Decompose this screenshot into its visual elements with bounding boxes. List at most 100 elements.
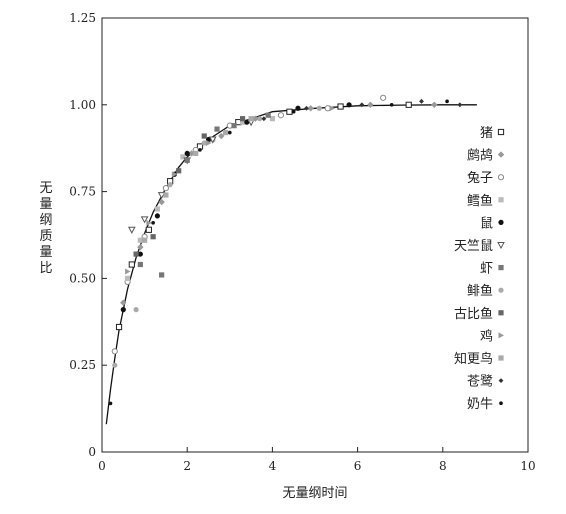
legend-label: 兔子 xyxy=(467,171,493,186)
legend-label: 知更鸟 xyxy=(454,351,493,367)
data-point xyxy=(176,168,182,174)
legend-item: 古比鱼 xyxy=(454,306,504,322)
legend-marker xyxy=(498,355,504,361)
data-point xyxy=(337,103,344,110)
legend-item: 鸡 xyxy=(480,328,504,344)
legend-label: 天竺鼠 xyxy=(454,239,493,254)
legend-marker xyxy=(497,174,505,181)
data-point xyxy=(208,136,217,144)
legend-label: 鹧鸪 xyxy=(467,148,493,164)
legend-label: 苍鹭 xyxy=(467,374,493,390)
legend-item: 兔子 xyxy=(467,171,505,186)
legend-item: 鲱鱼 xyxy=(467,283,504,299)
data-point xyxy=(445,99,449,104)
y-tick-label: 0 xyxy=(88,445,96,459)
data-point xyxy=(154,206,160,212)
data-point xyxy=(171,171,178,178)
legend-marker xyxy=(498,219,504,225)
y-tick-label: 0.75 xyxy=(69,185,96,199)
data-point xyxy=(346,102,352,108)
data-point xyxy=(137,261,143,268)
data-point xyxy=(359,102,365,108)
series-0 xyxy=(115,101,412,331)
x-tick-label: 8 xyxy=(439,459,447,473)
data-point xyxy=(269,116,275,122)
data-point xyxy=(146,219,152,226)
data-point xyxy=(124,275,131,281)
data-point xyxy=(120,307,126,313)
data-point xyxy=(389,103,394,107)
legend-item: 天竺鼠 xyxy=(454,239,505,254)
data-point xyxy=(222,129,229,136)
legend-label: 奶牛 xyxy=(467,397,493,412)
fit-curve-line xyxy=(105,104,477,425)
data-point xyxy=(304,105,309,111)
data-point xyxy=(431,101,438,108)
data-point xyxy=(188,150,195,157)
legend-label: 鸡 xyxy=(480,328,493,344)
x-tick-label: 6 xyxy=(354,459,362,473)
data-point xyxy=(201,140,207,146)
series-6 xyxy=(137,112,271,278)
legend-marker xyxy=(498,332,504,339)
series-8 xyxy=(133,116,246,257)
legend-marker xyxy=(497,128,505,136)
data-point xyxy=(257,116,263,122)
data-point xyxy=(180,154,186,160)
data-point xyxy=(286,108,293,115)
data-point xyxy=(198,148,202,152)
legend-marker xyxy=(498,287,504,293)
plot-frame xyxy=(101,17,529,453)
legend-marker xyxy=(497,242,505,250)
legend-marker xyxy=(499,401,503,406)
y-tick-label: 1.25 xyxy=(69,11,96,25)
legend-marker xyxy=(497,151,505,158)
data-point xyxy=(457,102,463,108)
data-point xyxy=(218,132,225,140)
series-7 xyxy=(112,105,322,368)
data-point xyxy=(228,130,232,135)
data-point xyxy=(380,94,387,101)
data-point xyxy=(206,139,212,146)
legend-label: 虾 xyxy=(480,262,493,277)
data-point xyxy=(367,101,374,108)
data-point xyxy=(108,401,113,406)
data-point xyxy=(158,198,165,206)
series-11 xyxy=(261,98,463,122)
data-point xyxy=(137,243,144,251)
series-12 xyxy=(108,99,449,406)
data-point xyxy=(291,109,296,114)
x-tick-label: 4 xyxy=(269,459,277,473)
data-point xyxy=(214,126,220,132)
legend-label: 鲱鱼 xyxy=(467,283,493,299)
data-point xyxy=(193,150,199,157)
data-point xyxy=(145,226,152,233)
y-axis-title-char: 质 xyxy=(39,229,52,244)
y-axis-title-char: 量 xyxy=(39,245,52,260)
y-tick-label: 0.25 xyxy=(69,358,96,372)
data-point xyxy=(127,226,136,234)
data-point xyxy=(137,251,143,257)
legend-item: 奶牛 xyxy=(467,397,503,412)
data-point xyxy=(405,101,412,108)
legend-label: 古比鱼 xyxy=(454,306,493,322)
series-1 xyxy=(120,101,438,306)
data-point xyxy=(307,105,314,112)
data-point xyxy=(133,251,139,257)
data-point xyxy=(133,307,139,313)
legend-marker xyxy=(498,265,504,271)
legend-item: 猪 xyxy=(480,126,505,141)
y-axis-title-char: 无 xyxy=(39,181,52,196)
data-point xyxy=(151,221,155,225)
legend-marker xyxy=(498,378,504,383)
data-points-layer xyxy=(108,94,463,406)
legend-label: 猪 xyxy=(480,126,493,141)
legend-item: 鼠 xyxy=(480,216,504,231)
data-point xyxy=(115,323,123,331)
legend-item: 苍鹭 xyxy=(467,374,504,390)
y-axis-title-char: 量 xyxy=(39,197,52,212)
series-9 xyxy=(125,105,336,275)
data-point xyxy=(295,105,301,111)
data-point xyxy=(261,116,267,122)
